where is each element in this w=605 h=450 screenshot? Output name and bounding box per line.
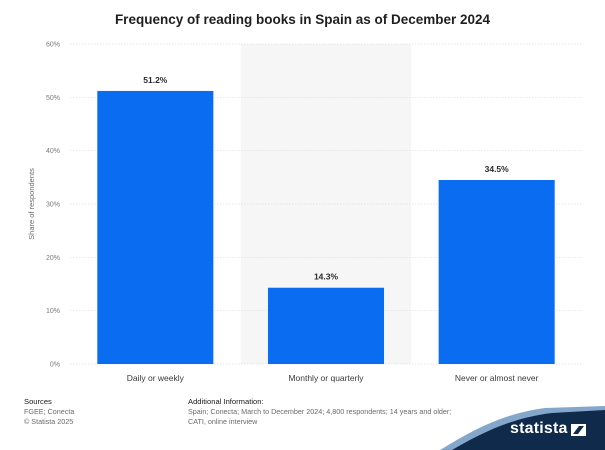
y-tick-label: 60% [46, 42, 60, 49]
additional-info-heading: Additional Information: [188, 397, 264, 406]
additional-info-text: Spain; Conecta; March to December 2024; … [188, 407, 452, 426]
y-tick-label: 40% [46, 148, 60, 155]
bar-chart: 0% 10% 20% 30% 40% 50% 60% 51.2% Daily or weekl… [27, 42, 582, 383]
copyright-text: © Statista 2025 [24, 417, 74, 426]
y-axis-label: Share of respondents [27, 168, 36, 240]
additional-info-block: Additional Information: Spain; Conecta; … [188, 397, 458, 427]
y-tick-label: 50% [46, 95, 60, 102]
y-tick-label: 20% [46, 255, 60, 262]
x-tick-label: Daily or weekly [127, 373, 185, 383]
statista-logo-icon [571, 424, 586, 436]
data-label: 14.3% [314, 272, 339, 282]
x-tick-label: Never or almost never [455, 373, 539, 383]
data-label: 51.2% [143, 75, 168, 85]
data-label: 34.5% [485, 164, 510, 174]
bar[interactable] [267, 287, 385, 364]
y-tick-label: 10% [46, 308, 60, 315]
y-tick-label: 0% [50, 362, 60, 369]
sources-heading: Sources [24, 397, 52, 406]
y-tick-label: 30% [46, 202, 60, 209]
statista-logo: statista [510, 420, 568, 437]
sources-block: Sources FGEE; Conecta © Statista 2025 [24, 397, 74, 427]
chart-title: Frequency of reading books in Spain as o… [114, 12, 491, 27]
x-tick-label: Monthly or quarterly [288, 373, 364, 383]
sources-text: FGEE; Conecta [24, 407, 75, 416]
bar[interactable] [438, 180, 555, 364]
bar[interactable] [97, 90, 214, 364]
